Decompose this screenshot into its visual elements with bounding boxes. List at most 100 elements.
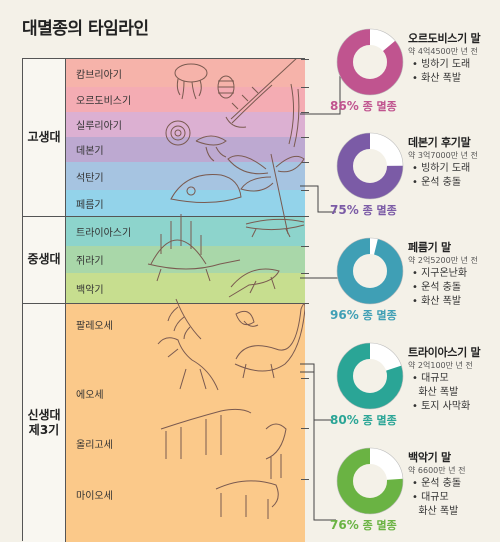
percent-label: 종 멸종 (358, 519, 397, 532)
period-tick (301, 190, 309, 191)
donut-outline (336, 28, 404, 96)
era-label: 고생대 (23, 59, 66, 216)
extinction-percent: 76% 종 멸종 (330, 517, 397, 533)
percent-label: 종 멸종 (358, 100, 397, 113)
percent-label: 종 멸종 (358, 414, 397, 427)
period-row: 백악기 (66, 273, 309, 303)
cause-item: 화산 폭발 (412, 387, 459, 398)
extinction-percent: 96% 종 멸종 (330, 307, 397, 323)
event-causes: • 대규모 화산 폭발 • 토지 사막화 (412, 372, 470, 414)
period-tick (301, 479, 309, 480)
period-row: 페름기 (66, 190, 309, 216)
period-tick (301, 378, 309, 379)
period-row: 데본기 (66, 137, 309, 162)
event-causes: • 지구온난화 • 운석 충돌 • 화산 폭발 (412, 267, 467, 309)
percent-value: 96% (330, 308, 359, 322)
extinction-percent: 80% 종 멸종 (330, 412, 397, 428)
period-row: 실루리아기 (66, 112, 309, 137)
extinction-donut-chart (336, 447, 404, 515)
cause-item: • 운석 충돌 (412, 177, 462, 188)
event-causes: • 빙하기 도래 • 운석 충돌 (412, 162, 470, 190)
percent-label: 종 멸종 (358, 204, 397, 217)
extinction-percent: 75% 종 멸종 (330, 202, 397, 218)
event-causes: • 빙하기 도래 • 화산 폭발 (412, 58, 470, 86)
period-row: 올리고세 (66, 428, 309, 479)
period-label: 마이오세 (76, 491, 113, 502)
cause-item: • 빙하기 도래 (412, 163, 471, 174)
cause-item: • 지구온난화 (412, 268, 468, 279)
period-tick (301, 112, 309, 113)
extinction-percent: 86% 종 멸종 (330, 98, 397, 114)
event-title: 데본기 후기말 (408, 136, 471, 149)
period-label: 트라이아스기 (76, 227, 132, 239)
donut-extinct-slice (337, 448, 403, 514)
period-label: 오르도비스기 (76, 96, 132, 107)
percent-value: 75% (330, 203, 359, 217)
period-label: 데본기 (76, 146, 104, 157)
percent-value: 86% (330, 99, 359, 113)
event-date: 약 6600만 년 전 (408, 466, 466, 475)
era-label: 중생대 (23, 216, 66, 303)
period-row: 석탄기 (66, 162, 309, 190)
period-tick (301, 273, 309, 274)
page-title: 대멸종의 타임라인 (22, 19, 149, 39)
period-label: 팔레오세 (76, 321, 113, 332)
period-label: 에오세 (76, 390, 104, 401)
event-date: 약 4억4500만 년 전 (408, 47, 478, 56)
donut-outline (336, 447, 404, 515)
event-causes: • 운석 충돌 • 대규모 화산 폭발 (412, 477, 461, 519)
cause-item: • 대규모 (412, 373, 449, 384)
event-date: 약 2억5200만 년 전 (408, 256, 478, 265)
donut-outline (336, 237, 404, 305)
percent-value: 80% (330, 413, 359, 427)
event-title: 페름기 말 (408, 241, 451, 254)
period-row: 에오세 (66, 378, 309, 428)
period-tick (301, 137, 309, 138)
donut-outline (336, 342, 404, 410)
period-row: 트라이아스기 (66, 216, 309, 246)
event-title: 트라이아스기 말 (408, 346, 481, 359)
event-date: 약 3억7000만 년 전 (408, 151, 478, 160)
period-tick (301, 428, 309, 429)
cause-item: • 운석 충돌 (412, 478, 462, 489)
era-divider (23, 216, 306, 217)
event-title: 오르도비스기 말 (408, 32, 481, 45)
cause-item: 화산 폭발 (412, 506, 459, 517)
percent-value: 76% (330, 518, 359, 532)
percent-label: 종 멸종 (358, 309, 397, 322)
period-row: 마이오세 (66, 479, 309, 542)
extinction-donut-chart (336, 132, 404, 200)
cause-item: • 화산 폭발 (412, 296, 462, 307)
donut-extinct-slice (337, 343, 403, 409)
extinction-donut-chart (336, 237, 404, 305)
cause-item: • 화산 폭발 (412, 73, 462, 84)
era-divider (23, 303, 306, 304)
period-label: 올리고세 (76, 440, 113, 451)
era-label: 신생대 제3기 (23, 303, 66, 542)
event-date: 약 2억100만 년 전 (408, 361, 473, 370)
period-row: 캄브리아기 (66, 59, 309, 87)
extinction-donut-chart (336, 28, 404, 96)
cause-item: • 토지 사막화 (412, 401, 471, 412)
period-tick (301, 162, 309, 163)
period-label: 쥐라기 (76, 256, 104, 267)
event-title: 백악기 말 (408, 451, 451, 464)
extinction-donut-chart (336, 342, 404, 410)
period-label: 백악기 (76, 284, 104, 296)
donut-outline (336, 132, 404, 200)
period-label: 캄브리아기 (76, 69, 122, 81)
cause-item: • 빙하기 도래 (412, 59, 471, 70)
cause-item: • 대규모 (412, 492, 449, 503)
donut-extinct-slice (337, 29, 403, 95)
period-label: 실루리아기 (76, 121, 122, 132)
period-row: 팔레오세 (66, 303, 309, 378)
period-tick (301, 246, 309, 247)
period-row: 쥐라기 (66, 246, 309, 273)
period-row: 오르도비스기 (66, 87, 309, 112)
cause-item: • 운석 충돌 (412, 282, 462, 293)
period-label: 페름기 (76, 199, 104, 211)
donut-extinct-slice (337, 238, 403, 304)
